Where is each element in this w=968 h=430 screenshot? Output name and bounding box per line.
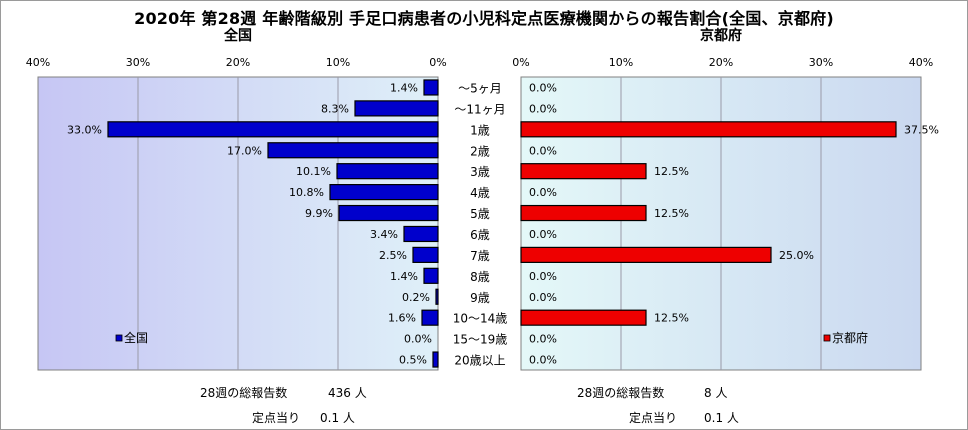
category-label: 10～14歳 — [453, 312, 508, 326]
kyoto-tick-label: 20% — [709, 56, 733, 69]
category-label: 9歳 — [470, 291, 490, 305]
kyoto-data-label: 12.5% — [654, 312, 689, 325]
national-total-label: 28週の総報告数 — [200, 386, 288, 400]
kyoto-bar — [520, 121, 897, 138]
kyoto-total-label: 28週の総報告数 — [577, 386, 665, 400]
national-tick-label: 20% — [226, 56, 250, 69]
kyoto-data-label: 12.5% — [654, 165, 689, 178]
category-label: ～5ヶ月 — [458, 81, 502, 95]
kyoto-data-label: 0.0% — [529, 186, 557, 199]
national-total-value: 436 人 — [328, 386, 367, 400]
category-label: 1歳 — [470, 123, 490, 137]
kyoto-data-label: 0.0% — [529, 144, 557, 157]
category-label: 3歳 — [470, 165, 490, 179]
national-legend-label: 全国 — [124, 330, 148, 345]
national-bar — [338, 204, 439, 222]
category-label: 8歳 — [470, 270, 490, 284]
kyoto-data-label: 0.0% — [529, 354, 557, 367]
kyoto-data-label: 0.0% — [529, 333, 557, 346]
kyoto-data-label: 0.0% — [529, 102, 557, 115]
national-bar — [336, 163, 439, 180]
national-per-label: 定点当り — [252, 411, 301, 425]
chart-title: 2020年 第28週 年齢階級別 手足口病患者の小児科定点医療機関からの報告割合… — [134, 9, 834, 28]
national-bar — [412, 246, 439, 263]
national-data-label: 10.8% — [289, 186, 324, 199]
kyoto-bar — [520, 204, 647, 222]
national-tick-label: 30% — [126, 56, 150, 69]
national-bar — [432, 351, 439, 368]
kyoto-bar — [520, 246, 772, 263]
kyoto-bar — [520, 309, 647, 326]
kyoto-data-label: 12.5% — [654, 207, 689, 220]
kyoto-data-label: 0.0% — [529, 81, 557, 94]
national-bar — [267, 142, 439, 159]
category-label: 2歳 — [470, 144, 490, 158]
national-bar — [403, 225, 439, 243]
kyoto-data-label: 25.0% — [779, 249, 814, 262]
national-data-label: 1.6% — [388, 312, 416, 325]
national-bar — [423, 79, 439, 96]
national-data-label: 3.4% — [370, 228, 398, 241]
kyoto-tick-label: 0% — [512, 56, 529, 69]
national-data-label: 0.2% — [402, 291, 430, 304]
national-bar — [421, 309, 439, 326]
kyoto-total-value: 8 人 — [704, 386, 728, 400]
national-tick-label: 0% — [429, 56, 446, 69]
kyoto-bar — [520, 163, 647, 180]
kyoto-data-label: 0.0% — [529, 291, 557, 304]
national-bar — [435, 288, 439, 305]
national-data-label: 2.5% — [379, 249, 407, 262]
national-data-label: 17.0% — [227, 144, 262, 157]
kyoto-data-label: 0.0% — [529, 270, 557, 283]
national-data-label: 0.0% — [404, 333, 432, 346]
category-label: ～11ヶ月 — [454, 102, 505, 116]
national-bar — [423, 267, 439, 284]
national-bar — [107, 121, 439, 138]
category-label: 20歳以上 — [454, 354, 505, 368]
category-label: 4歳 — [470, 186, 490, 200]
category-label: 6歳 — [470, 228, 490, 242]
category-label: 7歳 — [470, 249, 490, 263]
national-data-label: 1.4% — [390, 270, 418, 283]
national-panel-title: 全国 — [223, 27, 252, 44]
kyoto-tick-label: 40% — [909, 56, 933, 69]
national-bar — [354, 100, 439, 117]
national-data-label: 1.4% — [390, 81, 418, 94]
kyoto-per-label: 定点当り — [629, 411, 678, 425]
national-legend-swatch — [115, 334, 123, 342]
national-bar — [329, 184, 439, 201]
national-tick-label: 10% — [326, 56, 350, 69]
kyoto-data-label: 37.5% — [904, 123, 939, 136]
kyoto-data-label: 0.0% — [529, 228, 557, 241]
kyoto-per-value: 0.1 人 — [704, 411, 739, 425]
national-data-label: 33.0% — [67, 123, 102, 136]
national-data-label: 10.1% — [296, 165, 331, 178]
category-label: 15～19歳 — [453, 333, 508, 347]
national-per-value: 0.1 人 — [320, 411, 355, 425]
kyoto-tick-label: 10% — [609, 56, 633, 69]
kyoto-legend-label: 京都府 — [832, 330, 868, 345]
national-data-label: 0.5% — [399, 354, 427, 367]
kyoto-legend-swatch — [823, 334, 831, 342]
national-tick-label: 40% — [26, 56, 50, 69]
national-data-label: 9.9% — [305, 207, 333, 220]
kyoto-panel-title: 京都府 — [700, 27, 742, 44]
national-data-label: 8.3% — [321, 102, 349, 115]
kyoto-tick-label: 30% — [809, 56, 833, 69]
category-label: 5歳 — [470, 207, 490, 221]
